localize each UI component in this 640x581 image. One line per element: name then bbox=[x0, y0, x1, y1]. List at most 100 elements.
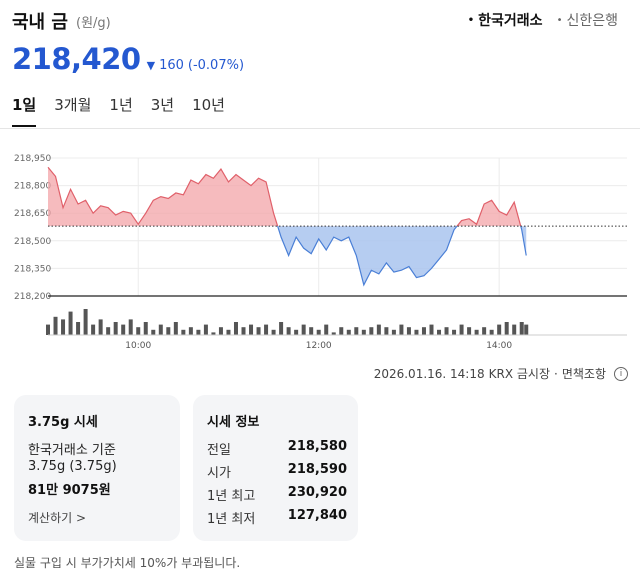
volume-bar bbox=[309, 327, 314, 335]
volume-bar bbox=[406, 327, 411, 335]
volume-bar bbox=[218, 327, 223, 335]
info-label: 시가 bbox=[207, 466, 231, 481]
y-tick-label: 218,650 bbox=[14, 209, 51, 219]
card-3-75g-price: 3.75g 시세 한국거래소 기준 3.75g (3.75g) 81만 9075… bbox=[14, 395, 180, 541]
info-label: 1년 최저 bbox=[207, 512, 256, 527]
volume-bar bbox=[136, 327, 141, 335]
volume-bar bbox=[519, 322, 524, 335]
disclaimer-link[interactable]: 면책조항 bbox=[561, 367, 606, 381]
volume-bar bbox=[354, 327, 359, 335]
volume-bar bbox=[83, 309, 88, 335]
card-title: 시세 정보 bbox=[207, 415, 260, 430]
volume-bar bbox=[181, 329, 186, 335]
info-row-prev-close: 전일 218,580 bbox=[207, 439, 347, 458]
price-change-percent: (-0.07%) bbox=[187, 58, 245, 73]
up-line bbox=[47, 166, 522, 227]
volume-bar bbox=[429, 324, 434, 335]
info-icon[interactable]: i bbox=[614, 366, 628, 381]
volume-bar bbox=[53, 316, 58, 335]
info-label: 전일 bbox=[207, 443, 231, 458]
volume-bar bbox=[504, 322, 509, 335]
y-tick-label: 218,350 bbox=[14, 264, 51, 274]
volume-bar bbox=[143, 322, 148, 335]
volume-bar bbox=[286, 327, 291, 335]
volume-bar bbox=[128, 319, 133, 335]
volume-bar bbox=[256, 327, 261, 335]
page-title: 국내 금 bbox=[12, 12, 68, 33]
volume-bar bbox=[414, 329, 419, 335]
y-tick-label: 218,950 bbox=[14, 154, 51, 164]
y-tick-label: 218,800 bbox=[14, 182, 51, 192]
volume-bar bbox=[316, 329, 321, 335]
x-tick-label: 12:00 bbox=[306, 341, 332, 351]
price-chart[interactable]: 218,950 218,800 218,650 218,500 218,350 218,2… bbox=[0, 148, 640, 358]
bullet-icon: • bbox=[467, 14, 475, 26]
tab-3m[interactable]: 3개월 bbox=[54, 96, 92, 114]
info-row-52w-low: 1년 최저 127,840 bbox=[207, 508, 347, 527]
volume-bar bbox=[113, 322, 118, 335]
volume-bar bbox=[166, 327, 171, 335]
volume-bar bbox=[279, 322, 284, 335]
info-value: 218,580 bbox=[287, 439, 347, 454]
volume-bar bbox=[173, 322, 178, 335]
source-tab-krx[interactable]: • 한국거래소 bbox=[468, 10, 543, 30]
volume-bar bbox=[98, 319, 103, 335]
source-tab-label: 신한은행 bbox=[566, 13, 618, 29]
source-tab-label: 한국거래소 bbox=[478, 13, 543, 29]
volume-bar bbox=[331, 332, 336, 335]
volume-bar bbox=[384, 327, 389, 335]
volume-bar bbox=[459, 324, 464, 335]
amount-value: 81만 9075원 bbox=[28, 483, 111, 498]
volume-bar bbox=[76, 322, 81, 335]
tab-1y[interactable]: 1년 bbox=[109, 96, 133, 114]
volume-bar bbox=[369, 327, 374, 335]
volume-bar bbox=[46, 324, 50, 335]
info-value: 127,840 bbox=[287, 508, 347, 523]
bullet-icon: • bbox=[556, 14, 563, 26]
volume-bar bbox=[121, 324, 126, 335]
volume-bar bbox=[91, 324, 96, 335]
volume-bar bbox=[361, 329, 366, 335]
volume-bar bbox=[444, 327, 449, 335]
y-tick-label: 218,500 bbox=[14, 237, 51, 247]
volume-bar bbox=[482, 327, 487, 335]
weight-label: 3.75g (3.75g) bbox=[28, 459, 117, 474]
volume-bar bbox=[106, 327, 111, 335]
volume-bar bbox=[474, 329, 479, 335]
volume-bar bbox=[196, 329, 201, 335]
source-tab-shinhan[interactable]: • 신한은행 bbox=[557, 10, 618, 30]
current-price: 218,420 bbox=[12, 42, 141, 76]
up-area bbox=[48, 167, 527, 227]
volume-bar bbox=[391, 329, 396, 335]
header: 국내 금 (원/g) • 한국거래소 • 신한은행 bbox=[12, 8, 628, 34]
volume-bar bbox=[399, 324, 404, 335]
volume-bar bbox=[301, 324, 306, 335]
tab-3y[interactable]: 3년 bbox=[150, 96, 175, 114]
info-row-52w-high: 1년 최고 230,920 bbox=[207, 485, 347, 504]
volume-bar bbox=[324, 324, 329, 335]
volume-bar bbox=[233, 322, 238, 335]
period-tabs: 1일 3개월 1년 3년 10년 bbox=[12, 94, 225, 127]
exchange-label: KRX 금시장 bbox=[488, 367, 550, 381]
volume-bar bbox=[61, 319, 66, 335]
volume-bar bbox=[452, 329, 457, 335]
price-basis: 한국거래소 기준 bbox=[28, 443, 116, 458]
volume-bar bbox=[241, 327, 246, 335]
down-line bbox=[277, 226, 527, 287]
quote-row: 218,420 ▼ 160 (-0.07%) bbox=[12, 42, 244, 82]
info-row-open: 시가 218,590 bbox=[207, 462, 347, 481]
volume-bar bbox=[512, 324, 517, 335]
info-label: 1년 최고 bbox=[207, 489, 256, 504]
volume-bar bbox=[489, 329, 494, 335]
volume-bar bbox=[264, 324, 269, 335]
chart-meta: 2026.01.16. 14:18 KRX 금시장 · 면책조항 i bbox=[374, 365, 628, 382]
tab-1d[interactable]: 1일 bbox=[12, 94, 37, 127]
tab-10y[interactable]: 10년 bbox=[192, 96, 225, 114]
down-arrow-icon: ▼ bbox=[146, 59, 156, 72]
calculate-link[interactable]: 계산하기 > bbox=[28, 511, 87, 525]
y-tick-label: 218,200 bbox=[14, 292, 51, 302]
price-change: 160 bbox=[159, 58, 184, 73]
volume-bar bbox=[346, 329, 351, 335]
volume-bar bbox=[294, 329, 299, 335]
volume-bar bbox=[271, 329, 276, 335]
